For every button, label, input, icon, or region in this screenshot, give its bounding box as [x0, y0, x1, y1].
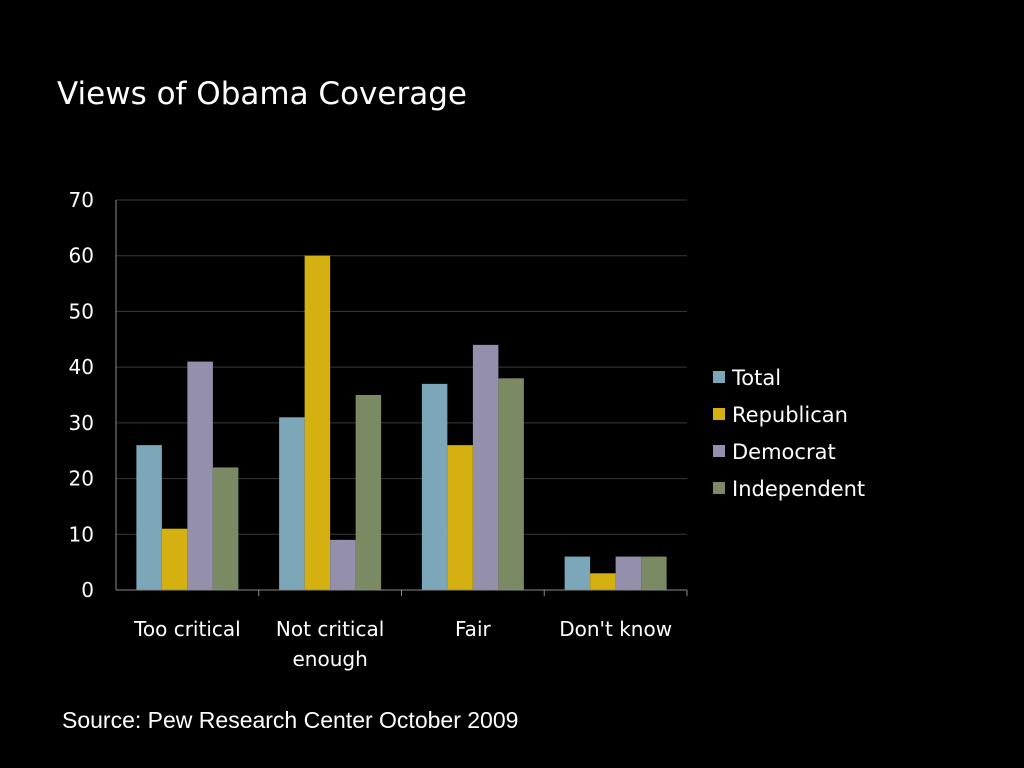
y-tick-labels: 0 10 20 30 40 50 60 70 [69, 188, 94, 602]
legend-swatch [713, 408, 725, 420]
bar [161, 528, 188, 590]
bar-chart: 0 10 20 30 40 50 60 70 Too critical Not critical… [69, 188, 866, 671]
bar [564, 556, 591, 590]
bar [421, 383, 448, 590]
legend-label: Republican [732, 403, 848, 427]
legend-swatch [713, 482, 725, 494]
y-tick-label: 20 [69, 467, 94, 491]
bar [136, 445, 162, 590]
bar [212, 467, 239, 590]
y-tick-label: 50 [69, 299, 94, 323]
bar [279, 417, 305, 590]
source-note: Source: Pew Research Center October 2009 [62, 707, 519, 733]
x-tick-label: Too critical [133, 617, 241, 641]
x-tick-label: Don't know [559, 617, 672, 641]
slide-title: Views of Obama Coverage [57, 76, 467, 112]
legend-swatch [713, 445, 725, 457]
bar [304, 255, 331, 590]
legend-label: Democrat [732, 440, 836, 464]
y-tick-label: 30 [69, 411, 94, 435]
x-tick-label: enough [292, 647, 367, 671]
legend-swatch [713, 371, 725, 383]
bar [615, 556, 642, 590]
bar [330, 539, 356, 590]
axes [115, 200, 688, 596]
bar [472, 344, 499, 590]
x-tick-label: Fair [455, 617, 491, 641]
bar [187, 361, 213, 590]
y-tick-label: 10 [69, 522, 94, 546]
bar [355, 395, 382, 590]
y-tick-label: 70 [69, 188, 94, 212]
legend: Total Republican Democrat Independent [713, 366, 865, 501]
legend-label: Independent [732, 477, 865, 501]
bar [641, 556, 667, 590]
legend-label: Total [731, 366, 781, 390]
y-tick-label: 40 [69, 355, 94, 379]
bar [590, 573, 616, 590]
bar [498, 378, 524, 590]
bars [136, 255, 667, 590]
bar [447, 445, 473, 590]
x-tick-labels: Too critical Not critical enough Fair Don't … [133, 617, 672, 671]
y-tick-label: 0 [81, 578, 94, 602]
x-tick-label: Not critical [276, 617, 384, 641]
y-tick-label: 60 [69, 244, 94, 268]
